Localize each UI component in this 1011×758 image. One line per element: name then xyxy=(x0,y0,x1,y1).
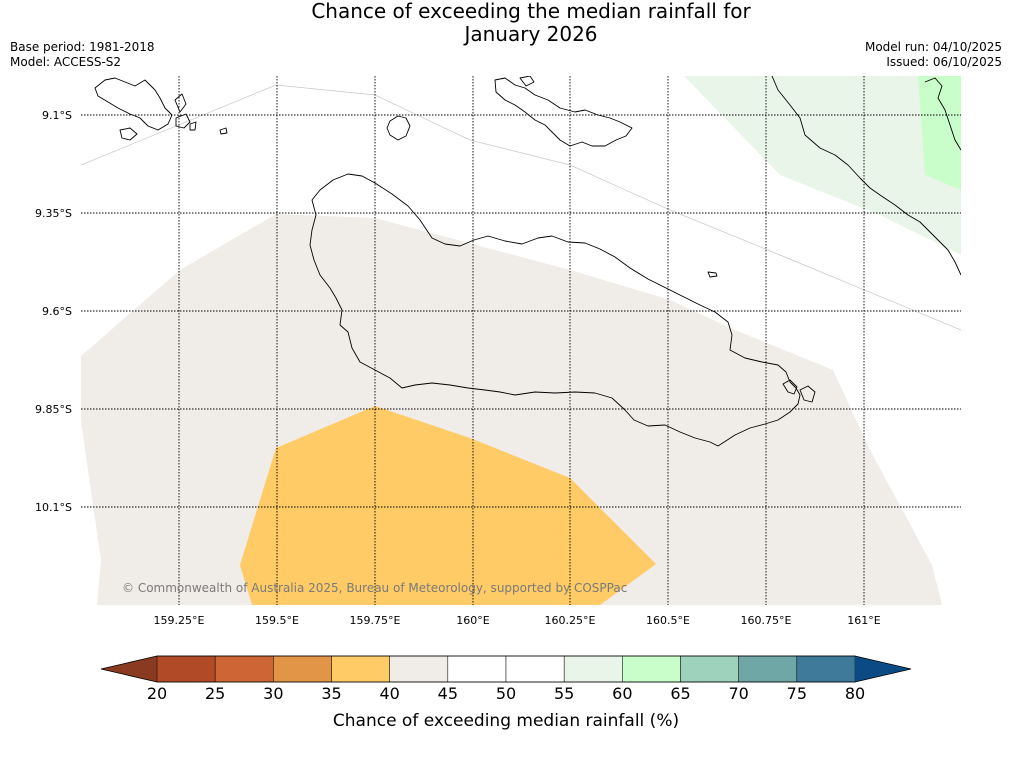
colorbar-high-extend xyxy=(855,656,911,682)
region-55-60 xyxy=(684,76,961,255)
graticule xyxy=(81,76,961,605)
lat-tick-1: 9.35°S xyxy=(35,207,72,220)
issued-label: Issued: 06/10/2025 xyxy=(886,55,1002,69)
lon-tick-2: 159.75°E xyxy=(350,614,401,627)
lon-tick-5: 160.5°E xyxy=(646,614,690,627)
lat-tick-4: 10.1°S xyxy=(35,501,72,514)
lon-tick-0: 159.25°E xyxy=(154,614,205,627)
colorbar-tick-80: 80 xyxy=(845,684,865,703)
region-60-65 xyxy=(918,76,961,190)
colorbar-tick-45: 45 xyxy=(438,684,458,703)
lon-tick-1: 159.5°E xyxy=(255,614,299,627)
model-run-label: Model run: 04/10/2025 xyxy=(864,40,1002,54)
base-period-label: Base period: 1981-2018 xyxy=(10,40,155,54)
colorbar-tick-labels: 20 25 30 35 40 45 50 55 60 65 70 75 80 xyxy=(147,684,865,703)
colorbar-cell-50-55 xyxy=(505,655,565,683)
colorbar-cell-20-25 xyxy=(156,655,216,683)
colorbar-cell-65-70 xyxy=(680,655,739,683)
colorbar-cell-55-60 xyxy=(563,655,623,683)
colorbar-tick-70: 70 xyxy=(728,684,748,703)
colorbar-tick-35: 35 xyxy=(321,684,341,703)
map-title: Chance of exceeding the median rainfall … xyxy=(0,0,1011,46)
colorbar-tick-60: 60 xyxy=(612,684,632,703)
colorbar-cell-30-35 xyxy=(273,655,332,683)
colorbar-tick-25: 25 xyxy=(205,684,225,703)
colorbar-low-extend xyxy=(101,656,157,682)
colorbar-tick-20: 20 xyxy=(147,684,167,703)
title-line-2: January 2026 xyxy=(464,22,598,46)
colorbar-cell-75-80 xyxy=(796,655,856,683)
colorbar: 20 25 30 35 40 45 50 55 60 65 70 75 80 Chance of exc… xyxy=(100,655,912,731)
colorbar-cell-25-30 xyxy=(214,655,274,683)
colorbar-cell-35-40 xyxy=(331,655,390,683)
lon-tick-7: 161°E xyxy=(847,614,880,627)
lat-tick-2: 9.6°S xyxy=(42,305,72,318)
lon-tick-4: 160.25°E xyxy=(545,614,596,627)
faint-line-a xyxy=(81,84,961,331)
meta-right: Model run: 04/10/2025 Issued: 06/10/2025 xyxy=(865,40,1002,70)
colorbar-cells xyxy=(156,655,856,683)
colorbar-outline xyxy=(100,655,912,683)
colorbar-cell-40-45 xyxy=(389,655,449,683)
model-label: Model: ACCESS-S2 xyxy=(10,55,122,69)
colorbar-cell-70-75 xyxy=(738,655,798,683)
colorbar-tick-55: 55 xyxy=(554,684,574,703)
colorbar-tick-30: 30 xyxy=(263,684,283,703)
lat-tick-labels: 9.1°S 9.35°S 9.6°S 9.85°S 10.1°S xyxy=(35,109,72,514)
lon-tick-6: 160.75°E xyxy=(741,614,792,627)
copyright-text: © Commonwealth of Australia 2025, Bureau… xyxy=(122,581,627,595)
colorbar-cell-45-50 xyxy=(447,655,507,683)
lon-tick-labels: 159.25°E 159.5°E 159.75°E 160°E 160.25°E… xyxy=(154,614,881,627)
colorbar-tick-50: 50 xyxy=(496,684,516,703)
colorbar-title: Chance of exceeding median rainfall (%) xyxy=(333,711,679,731)
title-line-1: Chance of exceeding the median rainfall … xyxy=(311,0,751,23)
region-35-40 xyxy=(240,406,656,605)
map-area: © Commonwealth of Australia 2025, Bureau… xyxy=(81,76,961,605)
colorbar-tick-75: 75 xyxy=(787,684,807,703)
meta-left: Base period: 1981-2018 Model: ACCESS-S2 xyxy=(10,40,155,70)
lat-tick-3: 9.85°S xyxy=(35,403,72,416)
lon-tick-3: 160°E xyxy=(456,614,489,627)
lat-tick-0: 9.1°S xyxy=(42,109,72,122)
colorbar-cell-60-65 xyxy=(622,655,681,683)
colorbar-tick-65: 65 xyxy=(670,684,690,703)
colorbar-tick-40: 40 xyxy=(379,684,399,703)
